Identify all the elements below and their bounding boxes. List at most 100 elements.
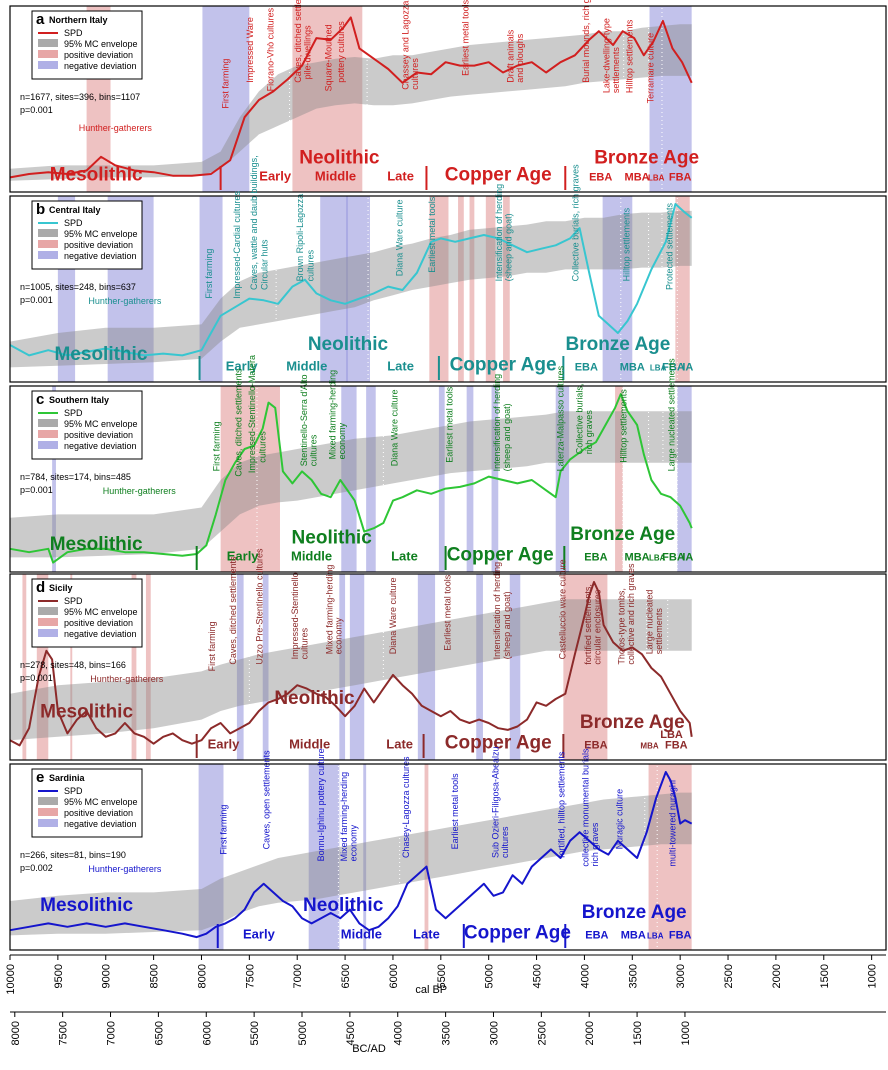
negative-deviation-band xyxy=(52,386,56,572)
annotation-label: First farming xyxy=(207,621,217,671)
annotation-label: Bonnu-Ighinu pottery culture xyxy=(316,748,326,861)
annotation-label: Earliest metal tools xyxy=(461,0,471,76)
negative-deviation-band xyxy=(555,386,570,572)
cal-bp-tick-label: 8000 xyxy=(196,964,208,988)
legend-entry: SPD xyxy=(64,218,83,228)
cal-bp-tick-label: 1500 xyxy=(819,964,831,988)
annotation-label: Caves, ditched settlements xyxy=(228,556,238,665)
annotation-label: Collective burials, rich graves xyxy=(571,164,581,282)
annotation-label: rich graves xyxy=(590,822,600,867)
period-label: Bronze Age xyxy=(582,902,687,923)
bc-ad-tick-label: 7500 xyxy=(58,1021,70,1045)
bc-ad-tick-label: 1000 xyxy=(680,1021,692,1045)
annotation-label: (sheep and goat) xyxy=(504,213,514,281)
panel-region-title: Northern Italy xyxy=(49,15,108,25)
cal-bp-tick-label: 8500 xyxy=(149,964,161,988)
bc-ad-tick-label: 6500 xyxy=(153,1021,165,1045)
cal-bp-tick-label: 2500 xyxy=(723,964,735,988)
bc-ad-tick-label: 5500 xyxy=(249,1021,261,1045)
annotation-label: Chasey-Lagozza cultures xyxy=(401,756,411,858)
annotation-label: Lake-dwelling-type xyxy=(601,18,611,93)
panel-e: Hunther-gatherers First farming Caves, ope… xyxy=(9,746,887,951)
annotation-label: Diana Ware culture xyxy=(395,199,405,276)
positive-deviation-band xyxy=(648,764,692,950)
annotation-label: pottery cultures xyxy=(336,21,346,83)
period-label: MBA xyxy=(621,930,646,942)
panel-region-title: Southern Italy xyxy=(49,395,109,405)
negative-deviation-band xyxy=(199,196,223,382)
annotation-label: cultures xyxy=(500,826,510,858)
period-label: Bronze Age xyxy=(570,524,675,545)
annotation-label: Stentinello-Serra d'Alto xyxy=(299,374,309,466)
bc-ad-tick-label: 5000 xyxy=(297,1021,309,1045)
period-label: Early xyxy=(227,549,260,564)
annotation-label: Intensification of herding xyxy=(494,184,504,282)
positive-deviation-band xyxy=(615,386,623,572)
sample-stats: n=266, sites=81, bins=190 xyxy=(20,850,126,860)
legend-entry: negative deviation xyxy=(64,819,137,829)
annotation-label: First farming xyxy=(212,421,222,471)
cal-bp-tick-label: 1000 xyxy=(867,964,879,988)
annotation-hunter-gatherers: Hunther-gatherers xyxy=(79,123,153,133)
annotation-label: Impressed-Stentinello xyxy=(290,572,300,659)
panel-background xyxy=(10,574,886,760)
period-label: Neolithic xyxy=(274,688,355,709)
legend-swatch xyxy=(38,419,58,427)
annotation-label: Intensification of herding xyxy=(492,374,502,472)
sample-stats: n=278, sites=48, bins=166 xyxy=(20,660,126,670)
bc-ad-tick-label: 4500 xyxy=(345,1021,357,1045)
annotation-label: Impressed-Stentinello-Matera xyxy=(247,355,257,473)
legend-entry: 95% MC envelope xyxy=(64,229,138,239)
cal-bp-tick-label: 7000 xyxy=(292,964,304,988)
sample-stats: n=1005, sites=248, bins=637 xyxy=(20,282,136,292)
period-label: Neolithic xyxy=(299,147,380,168)
p-value: p=0.002 xyxy=(20,863,53,873)
period-label: EBA xyxy=(575,362,598,374)
annotation-label: settlements xyxy=(654,608,664,655)
cal-bp-tick-label: 5500 xyxy=(436,964,448,988)
annotation-label: economy xyxy=(337,422,347,459)
period-label: Mesolithic xyxy=(40,702,133,723)
panel-letter: e xyxy=(36,769,44,786)
legend-entry: negative deviation xyxy=(64,441,137,451)
legend-entry: negative deviation xyxy=(64,629,137,639)
positive-deviation-band xyxy=(675,196,690,382)
period-label: EBA xyxy=(584,552,607,564)
period-label: Early xyxy=(226,359,259,374)
cal-bp-tick-label: 5000 xyxy=(484,964,496,988)
annotation-label: cultures xyxy=(308,434,318,466)
panel-letter: b xyxy=(36,201,45,218)
period-label: FBA xyxy=(662,552,685,564)
legend-entry: SPD xyxy=(64,786,83,796)
cal-bp-tick-label: 4000 xyxy=(579,964,591,988)
period-label: Bronze Age xyxy=(565,334,670,355)
annotation-hunter-gatherers: Hunther-gatherers xyxy=(88,296,162,306)
annotation-label: Sub Ozieri-Filigosa-Abealzu xyxy=(490,746,500,858)
period-label: LBA xyxy=(650,364,667,373)
period-label: Bronze Age xyxy=(594,147,699,168)
positive-deviation-band xyxy=(485,196,496,382)
panel-letter: d xyxy=(36,579,45,596)
period-label: Late xyxy=(386,737,413,752)
annotation-label: Diana Ware culture xyxy=(390,389,400,466)
annotation-label: Square-Mouthed xyxy=(324,24,334,91)
panel-b: Hunther-gatherers First farming Impressed-… xyxy=(9,155,887,383)
mc-envelope xyxy=(10,24,692,181)
period-label: Neolithic xyxy=(303,895,384,916)
annotation-label: Uzzo Pre-Stentinello cultures xyxy=(255,548,265,665)
annotation-label: fortified settlements, xyxy=(583,584,593,665)
panel-frame xyxy=(9,385,887,573)
annotation-hunter-gatherers: Hunther-gatherers xyxy=(90,674,164,684)
negative-deviation-band xyxy=(677,386,692,572)
period-label: Early xyxy=(208,737,241,752)
bc-ad-tick-label: 3500 xyxy=(441,1021,453,1045)
legend-swatch xyxy=(38,229,58,237)
period-label: Mesolithic xyxy=(40,895,133,916)
period-label: IA xyxy=(682,552,693,564)
positive-deviation-band xyxy=(131,574,137,760)
period-label: Mesolithic xyxy=(50,534,143,555)
time-axes: 10000 9500 9000 8500 8000 7500 7000 6500 6000 550… xyxy=(5,954,886,1055)
legend-swatch xyxy=(38,39,58,47)
